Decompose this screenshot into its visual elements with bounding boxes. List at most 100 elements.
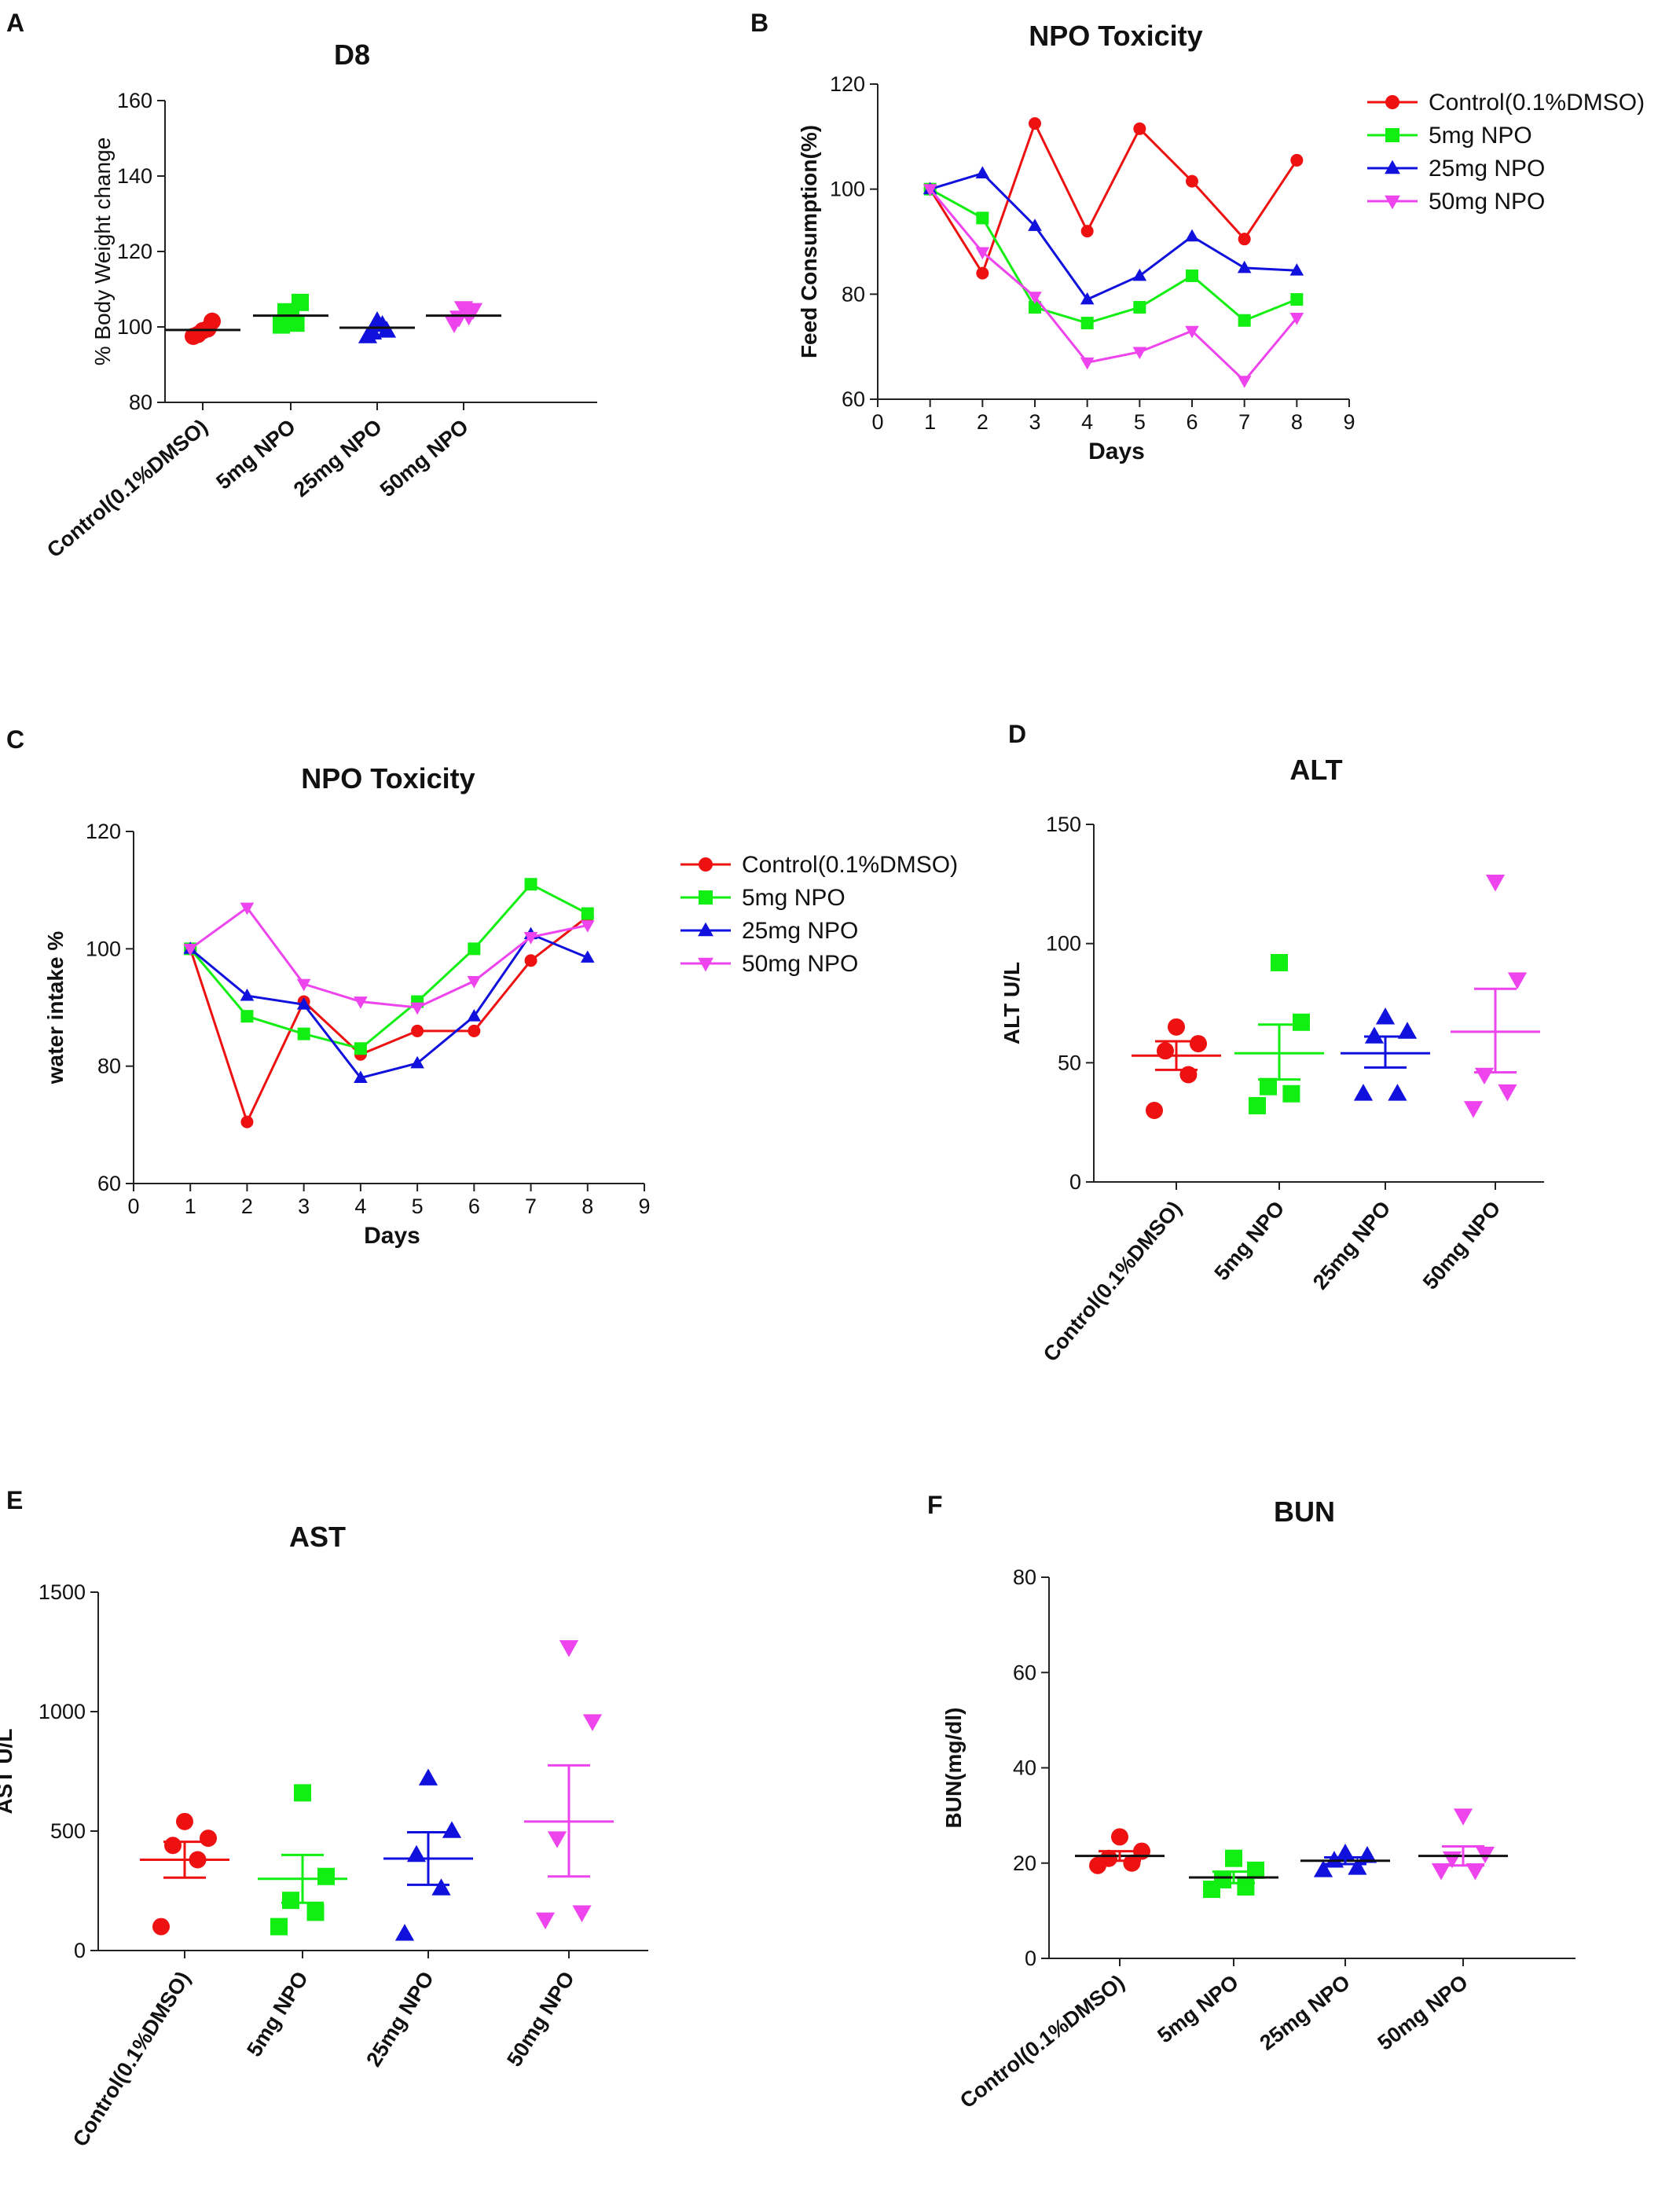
legend-marker [1385,95,1399,109]
y-axis-label: BUN(mg/dl) [941,1708,966,1829]
x-tick-label: 4 [1081,410,1093,434]
data-point [1313,1860,1333,1877]
data-point [1029,117,1041,130]
data-point [1282,1084,1300,1103]
series-50mg NPO [183,902,595,1015]
legend-label: 25mg NPO [742,918,858,944]
data-point [1028,218,1042,231]
data-point [1168,1018,1185,1036]
x-tick-label: Control(0.1%DMSO) [68,1967,195,2150]
data-point [1397,1022,1418,1039]
chart-title: D8 [334,39,370,71]
panel-D: D ALT 0 50 100 150 ALT U/L Control(0.1%DMSO) 5mg… [1000,720,1544,1366]
data-point [240,1010,254,1023]
data-point [1133,301,1146,314]
y-tick-label: 120 [86,820,121,843]
x-tick-label: 1 [185,1195,196,1218]
x-axis-label: Days [1088,439,1145,464]
y-tick-label: 120 [830,72,865,96]
x-tick-label: 2 [241,1195,253,1218]
data-point [1237,260,1252,273]
y-tick-label: 80 [842,282,865,306]
data-point [459,308,479,326]
data-point [523,932,538,945]
data-point [467,1009,482,1022]
x-tick-label: 5 [412,1195,424,1218]
data-point [354,1042,367,1055]
x-tick-label: 2 [977,410,989,434]
legend-marker [1385,195,1400,210]
x-tick-label: 7 [525,1195,537,1218]
x-tick-label: 0 [871,410,883,434]
data-point [1237,1878,1255,1896]
data-point [1132,347,1147,360]
data-point [394,1924,415,1941]
data-point [1431,1863,1451,1881]
x-tick-label: 8 [1291,410,1303,434]
data-point [240,902,255,916]
series-5mg NPO [1234,953,1324,1114]
x-tick-label: 25mg NPO [1308,1197,1396,1294]
legend-label: Control(0.1%DMSO) [1429,90,1645,116]
x-tick-label: Control(0.1%DMSO) [1039,1197,1187,1367]
y-tick-label: 140 [117,164,152,188]
series-Control(0.1%DMSO) [1075,1828,1165,1874]
series-line [189,905,589,1009]
chart-title: NPO Toxicity [1029,20,1202,52]
panel-letter: C [6,725,24,754]
y-tick-label: 50 [1058,1051,1081,1074]
data-point [1186,174,1198,188]
data-point [572,1905,592,1923]
data-point [1203,1881,1220,1899]
data-point [468,1024,481,1037]
data-point [200,1830,217,1848]
legend-marker [698,922,713,937]
x-tick-label: 5 [1134,410,1146,434]
legend-marker [1385,160,1400,174]
data-point [1260,1077,1277,1096]
y-tick-label: 0 [74,1939,86,1962]
y-axis-label: Feed Consumption(%) [797,125,821,358]
data-point [580,920,595,933]
x-tick-label: 25mg NPO [289,415,387,502]
data-point [354,996,368,1009]
x-tick-label: 50mg NPO [1418,1197,1506,1294]
data-point [1388,1084,1407,1101]
data-point [358,326,378,343]
series-25mg NPO [383,1768,473,1941]
data-point [176,1812,193,1830]
y-tick-label: 80 [129,391,152,414]
data-point [975,166,990,179]
data-point [923,184,937,196]
data-point [976,211,989,225]
series-25mg NPO [1341,1007,1430,1101]
y-tick-label: 150 [1046,813,1081,836]
y-tick-label: 100 [1046,932,1081,956]
data-point [1185,325,1199,339]
y-tick-label: 0 [1025,1947,1036,1970]
data-point [183,943,198,956]
data-point [152,1918,170,1936]
data-point [1179,1066,1198,1084]
x-tick-label: 1 [924,410,936,434]
data-point [976,266,989,280]
data-point [582,1714,603,1731]
data-point [468,942,481,956]
data-point [1453,1808,1473,1826]
y-tick-label: 100 [830,178,865,201]
data-point [1080,225,1094,238]
data-point [1028,292,1042,304]
y-tick-label: 120 [117,240,152,263]
panel-F: F BUN 0 20 40 60 80 BUN(mg/dl) Control(0.1%DMSO)… [927,1491,1575,2113]
panel-E: E AST 0 500 1000 1500 AST U/L Control(0.1%DMSO)… [0,1486,648,2151]
y-tick-label: 60 [97,1172,121,1195]
y-axis-label: % Body Weight change [90,138,115,366]
data-point [1157,1042,1174,1060]
chart-title: ALT [1289,754,1342,786]
x-tick-label: 50mg NPO [376,415,473,502]
legend-marker [1385,128,1399,142]
data-point [1498,1084,1517,1102]
x-tick-label: 5mg NPO [1153,1970,1242,2047]
data-point [292,293,309,311]
legend-marker [698,957,713,972]
